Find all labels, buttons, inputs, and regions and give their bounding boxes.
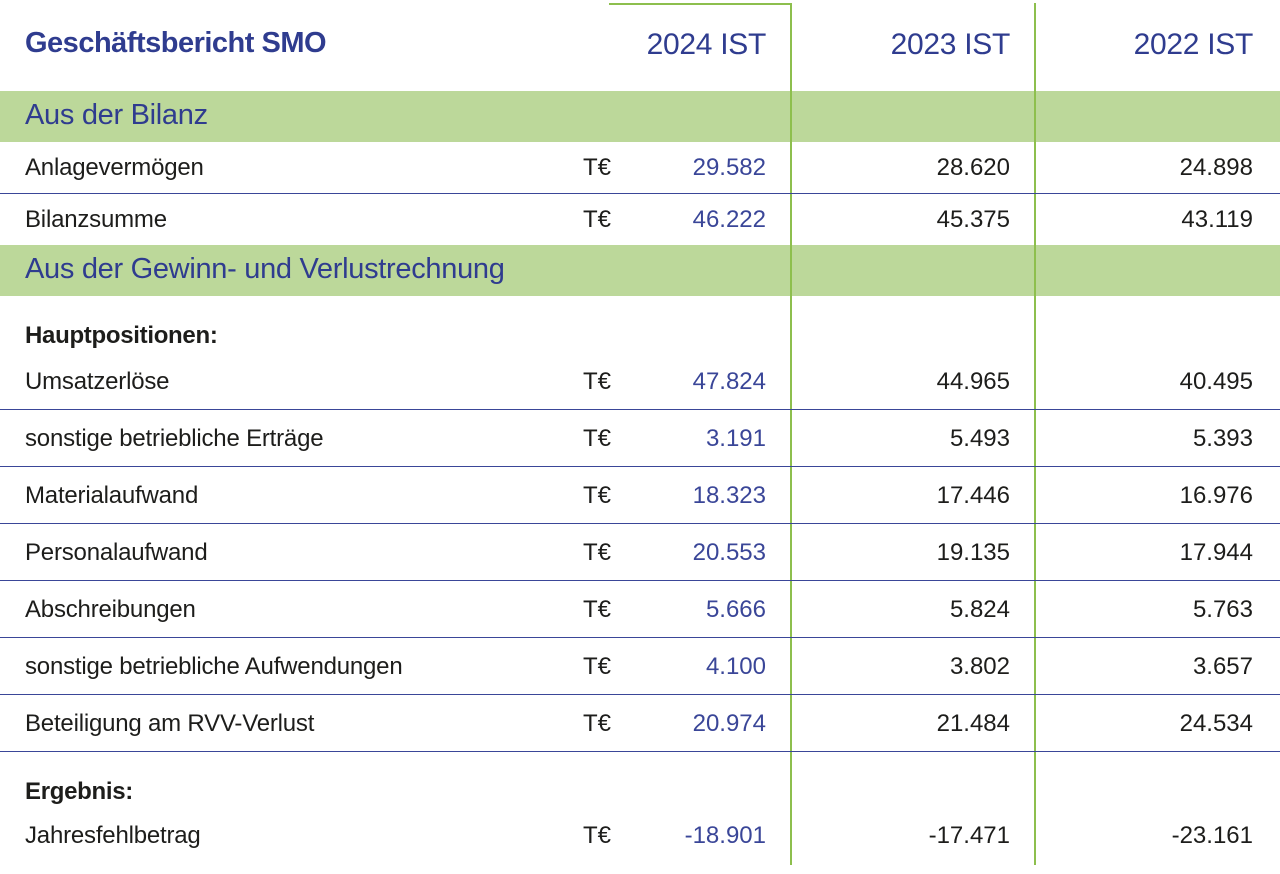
table-row: Bilanzsumme T€ 46.222 45.375 43.119 bbox=[0, 194, 1280, 245]
value-2022: 40.495 bbox=[1179, 368, 1253, 395]
table-row: Personalaufwand T€ 20.553 19.135 17.944 bbox=[0, 524, 1280, 580]
value-2023: 19.135 bbox=[936, 539, 1010, 566]
value-2022: 24.898 bbox=[1179, 154, 1253, 181]
subheading-main: Hauptpositionen: bbox=[25, 322, 218, 349]
row-unit: T€ bbox=[583, 368, 612, 395]
column-header-2024: 2024 IST bbox=[646, 28, 767, 61]
value-2023: -17.471 bbox=[928, 822, 1010, 849]
row-unit: T€ bbox=[583, 482, 612, 509]
value-2023: 21.484 bbox=[936, 710, 1010, 737]
row-label: sonstige betriebliche Erträge bbox=[25, 425, 324, 452]
table-row: Beteiligung am RVV-Verlust T€ 20.974 21.… bbox=[0, 695, 1280, 751]
row-label: Bilanzsumme bbox=[25, 206, 167, 233]
value-2023: 45.375 bbox=[936, 206, 1010, 233]
value-2024: 4.100 bbox=[705, 653, 766, 680]
row-unit: T€ bbox=[583, 822, 612, 849]
value-2022: 3.657 bbox=[1192, 653, 1253, 680]
row-divider bbox=[0, 751, 1280, 752]
row-divider bbox=[0, 637, 1280, 638]
row-unit: T€ bbox=[583, 653, 612, 680]
value-2024: 5.666 bbox=[705, 596, 766, 623]
value-2024: 47.824 bbox=[692, 368, 766, 395]
row-unit: T€ bbox=[583, 710, 612, 737]
row-divider bbox=[0, 580, 1280, 581]
section-band-guv: Aus der Gewinn- und Verlustrechnung bbox=[0, 245, 1280, 296]
value-2024: 18.323 bbox=[692, 482, 766, 509]
row-unit: T€ bbox=[583, 154, 612, 181]
row-label: Anlagevermögen bbox=[25, 154, 204, 181]
row-unit: T€ bbox=[583, 596, 612, 623]
value-2022: 24.534 bbox=[1179, 710, 1253, 737]
table-row-result: Jahresfehlbetrag T€ -18.901 -17.471 -23.… bbox=[0, 810, 1280, 862]
column-header-2023: 2023 IST bbox=[890, 28, 1011, 61]
row-label: sonstige betriebliche Aufwendungen bbox=[25, 653, 403, 680]
value-2024: 20.553 bbox=[692, 539, 766, 566]
table-row: Anlagevermögen T€ 29.582 28.620 24.898 bbox=[0, 142, 1280, 194]
table-row: sonstige betriebliche Erträge T€ 3.191 5… bbox=[0, 410, 1280, 466]
row-label: Jahresfehlbetrag bbox=[25, 822, 201, 849]
column-header-2022: 2022 IST bbox=[1133, 28, 1254, 61]
row-unit: T€ bbox=[583, 425, 612, 452]
header-top-border bbox=[609, 3, 792, 5]
row-unit: T€ bbox=[583, 206, 612, 233]
row-divider bbox=[0, 466, 1280, 467]
value-2023: 3.802 bbox=[949, 653, 1010, 680]
table-row: Umsatzerlöse T€ 47.824 44.965 40.495 bbox=[0, 356, 1280, 409]
row-unit: T€ bbox=[583, 539, 612, 566]
row-label: Umsatzerlöse bbox=[25, 368, 170, 395]
row-label: Abschreibungen bbox=[25, 596, 196, 623]
column-divider-2023-2022 bbox=[1034, 3, 1036, 865]
value-2024: 20.974 bbox=[692, 710, 766, 737]
section-band-bilanz: Aus der Bilanz bbox=[0, 91, 1280, 142]
value-2024: 46.222 bbox=[692, 206, 766, 233]
table-row: Abschreibungen T€ 5.666 5.824 5.763 bbox=[0, 581, 1280, 637]
value-2022: -23.161 bbox=[1171, 822, 1253, 849]
value-2024: 29.582 bbox=[692, 154, 766, 181]
row-label: Beteiligung am RVV-Verlust bbox=[25, 710, 315, 737]
value-2022: 43.119 bbox=[1181, 206, 1253, 233]
value-2022: 16.976 bbox=[1179, 482, 1253, 509]
section-title-guv: Aus der Gewinn- und Verlustrechnung bbox=[25, 253, 505, 285]
row-divider bbox=[0, 694, 1280, 695]
table-row: Materialaufwand T€ 18.323 17.446 16.976 bbox=[0, 467, 1280, 523]
subheading-result: Ergebnis: bbox=[25, 778, 133, 805]
value-2023: 17.446 bbox=[936, 482, 1010, 509]
row-divider bbox=[0, 409, 1280, 410]
value-2023: 5.493 bbox=[949, 425, 1010, 452]
value-2022: 17.944 bbox=[1179, 539, 1253, 566]
value-2024: 3.191 bbox=[705, 425, 766, 452]
row-divider bbox=[0, 523, 1280, 524]
value-2023: 5.824 bbox=[949, 596, 1010, 623]
row-divider bbox=[0, 193, 1280, 194]
section-title-bilanz: Aus der Bilanz bbox=[25, 99, 208, 131]
page-title: Geschäftsbericht SMO bbox=[25, 27, 327, 59]
value-2022: 5.393 bbox=[1192, 425, 1253, 452]
table-row: sonstige betriebliche Aufwendungen T€ 4.… bbox=[0, 638, 1280, 694]
row-label: Personalaufwand bbox=[25, 539, 208, 566]
row-label: Materialaufwand bbox=[25, 482, 199, 509]
value-2022: 5.763 bbox=[1192, 596, 1253, 623]
value-2024: -18.901 bbox=[684, 822, 766, 849]
value-2023: 28.620 bbox=[936, 154, 1010, 181]
column-divider-2024-2023 bbox=[790, 3, 792, 865]
value-2023: 44.965 bbox=[936, 368, 1010, 395]
